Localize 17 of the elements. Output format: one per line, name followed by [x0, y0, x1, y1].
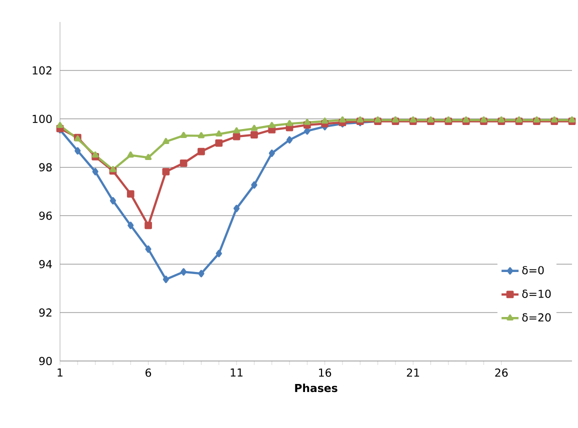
y-tick-label: 92: [39, 308, 52, 317]
legend-label: δ=20: [522, 313, 551, 322]
y-tick-label: 102: [32, 66, 52, 75]
legend-label: δ=0: [522, 266, 544, 274]
x-tick-label: 26: [495, 368, 508, 377]
x-axis-title: Phases: [295, 384, 338, 392]
x-tick-label: 6: [146, 368, 152, 377]
y-tick-label: 96: [39, 212, 52, 220]
x-tick-label: 21: [406, 368, 420, 377]
legend-label: δ=10: [522, 290, 551, 298]
x-tick-label: 16: [319, 368, 332, 377]
x-tick-label: 11: [230, 368, 243, 377]
y-tick-label: 98: [39, 163, 52, 172]
y-tick-label: 100: [32, 114, 52, 123]
x-tick-label: 1: [58, 368, 62, 377]
y-tick-label: 90: [39, 356, 52, 366]
y-tick-label: 94: [39, 260, 52, 268]
